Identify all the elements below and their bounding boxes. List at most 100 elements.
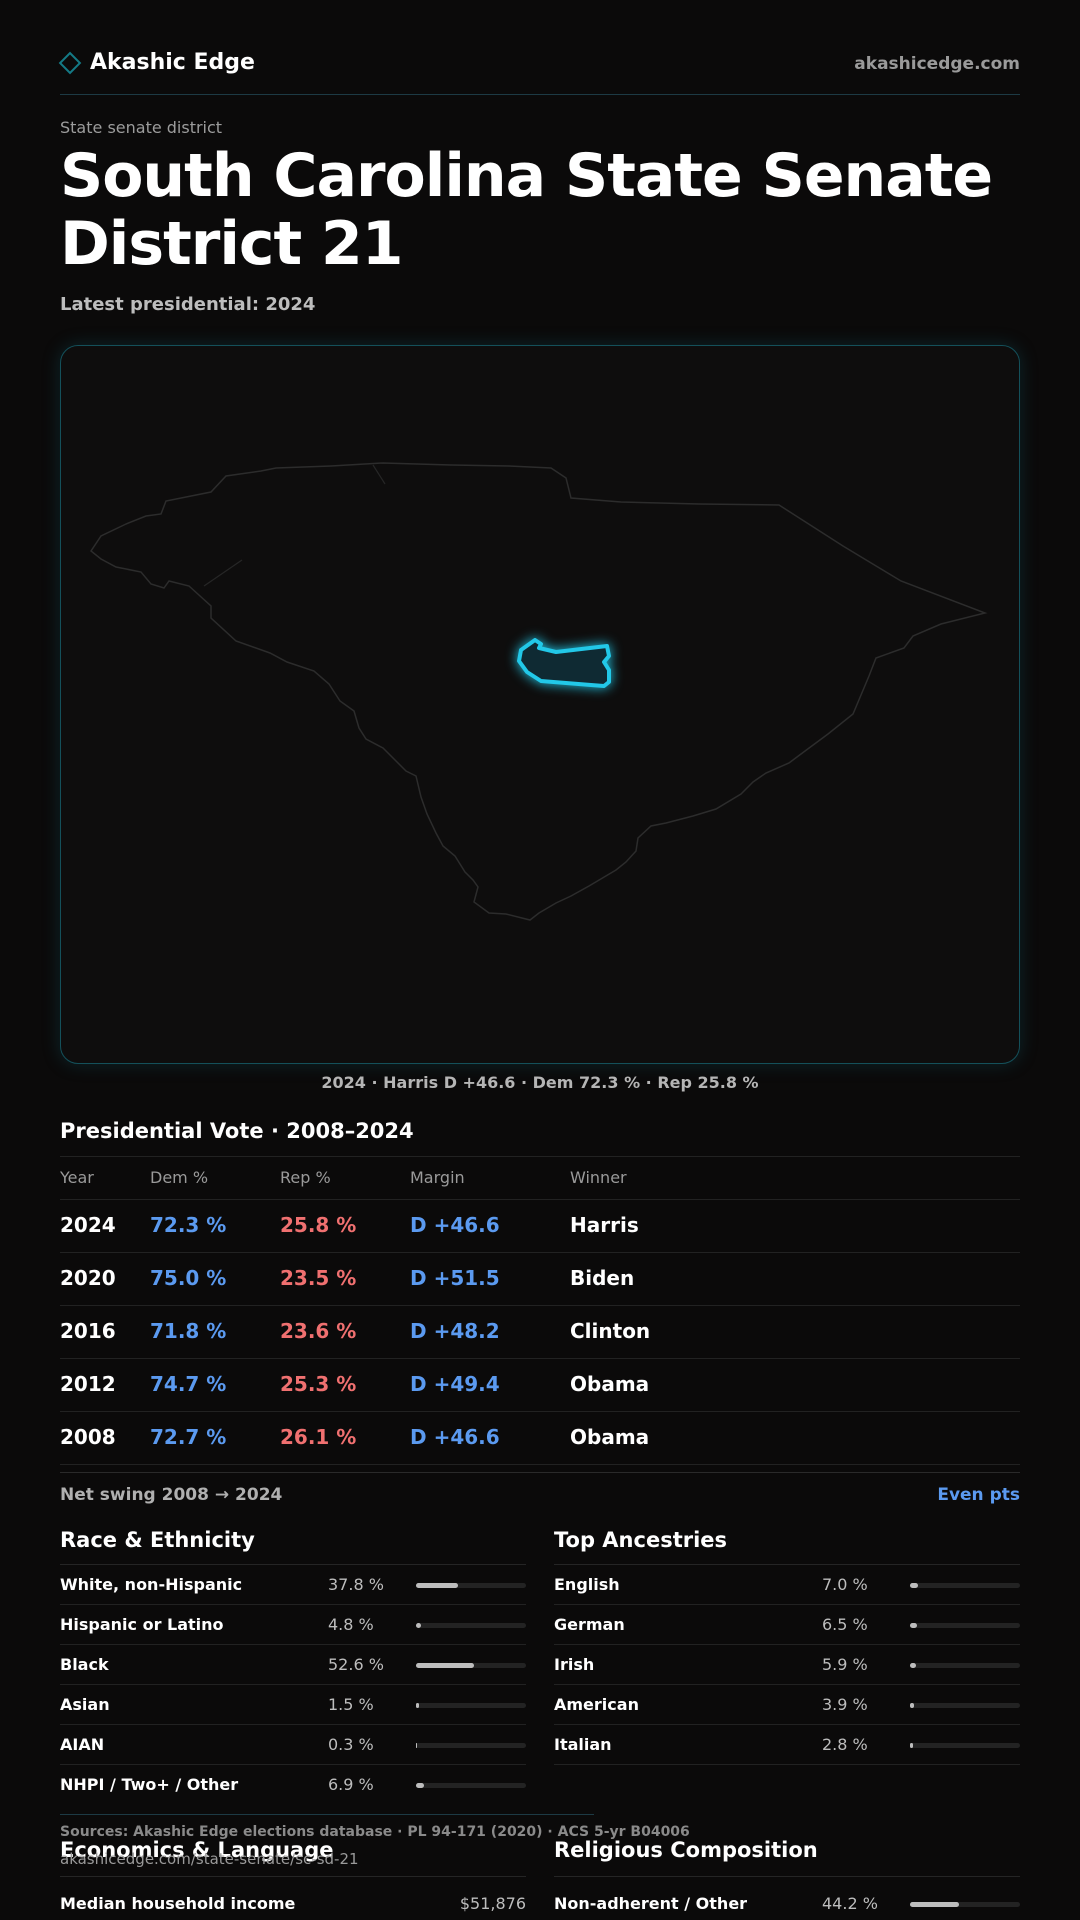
- col-header-dem: Dem %: [150, 1168, 209, 1187]
- race-value: 1.5 %: [328, 1695, 374, 1714]
- religion-bar-track: [910, 1902, 1020, 1907]
- year-cell: 2024: [60, 1213, 116, 1237]
- list-item: American 3.9 %: [554, 1685, 1020, 1725]
- economics-label: Median household income: [60, 1894, 296, 1913]
- dem-cell: 75.0 %: [150, 1266, 227, 1290]
- race-section-title: Race & Ethnicity: [60, 1528, 255, 1552]
- race-bar-fill: [416, 1623, 421, 1628]
- race-bar-track: [416, 1743, 526, 1748]
- ancestry-bar-fill: [910, 1623, 917, 1628]
- table-row: 2016 71.8 % 23.6 % D +48.2 Clinton: [60, 1306, 1020, 1359]
- ancestry-bar-track: [910, 1743, 1020, 1748]
- religion-bar-fill: [910, 1902, 959, 1907]
- rep-cell: 23.6 %: [280, 1319, 357, 1343]
- ancestry-label: Italian: [554, 1735, 612, 1754]
- table-row: 2020 75.0 % 23.5 % D +51.5 Biden: [60, 1253, 1020, 1306]
- list-item: AIAN 0.3 %: [60, 1725, 526, 1765]
- col-header-rep: Rep %: [280, 1168, 331, 1187]
- brand[interactable]: Akashic Edge: [58, 50, 255, 75]
- race-bar-track: [416, 1623, 526, 1628]
- winner-cell: Obama: [570, 1425, 650, 1449]
- list-item: English 7.0 %: [554, 1565, 1020, 1605]
- list-item: Hispanic or Latino 4.8 %: [60, 1605, 526, 1645]
- net-swing-row: Net swing 2008 → 2024 Even pts: [60, 1472, 1020, 1515]
- winner-cell: Clinton: [570, 1319, 651, 1343]
- district-map: [89, 462, 988, 921]
- ancestry-table: Top Ancestries English 7.0 % German 6.5 …: [554, 1522, 1020, 1765]
- economics-value: $51,876: [459, 1894, 526, 1913]
- race-label: Black: [60, 1655, 109, 1674]
- ancestry-bar-fill: [910, 1743, 913, 1748]
- race-bar-fill: [416, 1583, 458, 1588]
- rep-cell: 25.3 %: [280, 1372, 357, 1396]
- race-bar-fill: [416, 1663, 474, 1668]
- race-value: 6.9 %: [328, 1775, 374, 1794]
- rep-cell: 23.5 %: [280, 1266, 357, 1290]
- margin-cell: D +51.5: [410, 1266, 500, 1290]
- ancestry-value: 6.5 %: [822, 1615, 868, 1634]
- race-bar-fill: [416, 1743, 417, 1748]
- list-item: White, non-Hispanic 37.8 %: [60, 1565, 526, 1605]
- margin-cell: D +46.6: [410, 1425, 500, 1449]
- winner-cell: Obama: [570, 1372, 650, 1396]
- ancestry-value: 7.0 %: [822, 1575, 868, 1594]
- religion-value: 44.2 %: [822, 1894, 878, 1913]
- list-item: Asian 1.5 %: [60, 1685, 526, 1725]
- year-cell: 2012: [60, 1372, 116, 1396]
- religion-label: Non-adherent / Other: [554, 1894, 748, 1913]
- winner-cell: Biden: [570, 1266, 635, 1290]
- net-swing-label: Net swing 2008 → 2024: [60, 1485, 283, 1505]
- rep-cell: 26.1 %: [280, 1425, 357, 1449]
- ancestry-bar-fill: [910, 1583, 918, 1588]
- col-header-winner: Winner: [570, 1168, 627, 1187]
- table-row: 2024 72.3 % 25.8 % D +46.6 Harris: [60, 1200, 1020, 1253]
- list-item: Italian 2.8 %: [554, 1725, 1020, 1765]
- page-subtitle: Latest presidential: 2024: [60, 294, 316, 315]
- site-url-link[interactable]: akashicedge.com: [854, 54, 1020, 74]
- race-ethnicity-table: Race & Ethnicity White, non-Hispanic 37.…: [60, 1522, 526, 1804]
- race-value: 4.8 %: [328, 1615, 374, 1634]
- state-interior-line: [372, 464, 386, 485]
- page-eyebrow: State senate district: [60, 118, 223, 137]
- race-bar-track: [416, 1663, 526, 1668]
- net-swing-value: Even pts: [937, 1485, 1020, 1505]
- ancestry-label: English: [554, 1575, 620, 1594]
- rep-cell: 25.8 %: [280, 1213, 357, 1237]
- ancestry-bar-fill: [910, 1663, 916, 1668]
- presidential-vote-table: Year Dem % Rep % Margin Winner 2024 72.3…: [60, 1156, 1020, 1465]
- race-bar-track: [416, 1783, 526, 1788]
- dem-cell: 71.8 %: [150, 1319, 227, 1343]
- race-label: White, non-Hispanic: [60, 1575, 243, 1594]
- ancestry-label: German: [554, 1615, 625, 1634]
- diamond-logo-icon: [58, 51, 82, 74]
- page-title: South Carolina State Senate District 21: [60, 141, 993, 279]
- winner-cell: Harris: [570, 1213, 639, 1237]
- page-url[interactable]: akashicedge.com/state-senate/sc-sd-21: [60, 1850, 359, 1868]
- margin-cell: D +48.2: [410, 1319, 500, 1343]
- race-label: NHPI / Two+ / Other: [60, 1775, 239, 1794]
- ancestry-bar-track: [910, 1623, 1020, 1628]
- ancestry-bar-track: [910, 1663, 1020, 1668]
- race-label: AIAN: [60, 1735, 105, 1754]
- race-bar-track: [416, 1703, 526, 1708]
- state-outline: [89, 462, 988, 921]
- religion-section-title: Religious Composition: [554, 1838, 818, 1862]
- year-cell: 2020: [60, 1266, 116, 1290]
- footer-divider: [60, 1814, 594, 1815]
- district-21-shape[interactable]: [517, 638, 611, 688]
- race-label: Asian: [60, 1695, 110, 1714]
- race-section-header: Race & Ethnicity: [60, 1522, 526, 1565]
- table-row: 2012 74.7 % 25.3 % D +49.4 Obama: [60, 1359, 1020, 1412]
- ancestry-section-header: Top Ancestries: [554, 1522, 1020, 1565]
- table-row: 2008 72.7 % 26.1 % D +46.6 Obama: [60, 1412, 1020, 1465]
- margin-cell: D +49.4: [410, 1372, 500, 1396]
- ancestry-value: 2.8 %: [822, 1735, 868, 1754]
- ancestry-section-title: Top Ancestries: [554, 1528, 728, 1552]
- race-label: Hispanic or Latino: [60, 1615, 224, 1634]
- list-item: Irish 5.9 %: [554, 1645, 1020, 1685]
- brand-name: Akashic Edge: [90, 50, 255, 75]
- ancestry-value: 3.9 %: [822, 1695, 868, 1714]
- ancestry-label: American: [554, 1695, 639, 1714]
- year-cell: 2016: [60, 1319, 116, 1343]
- ancestry-value: 5.9 %: [822, 1655, 868, 1674]
